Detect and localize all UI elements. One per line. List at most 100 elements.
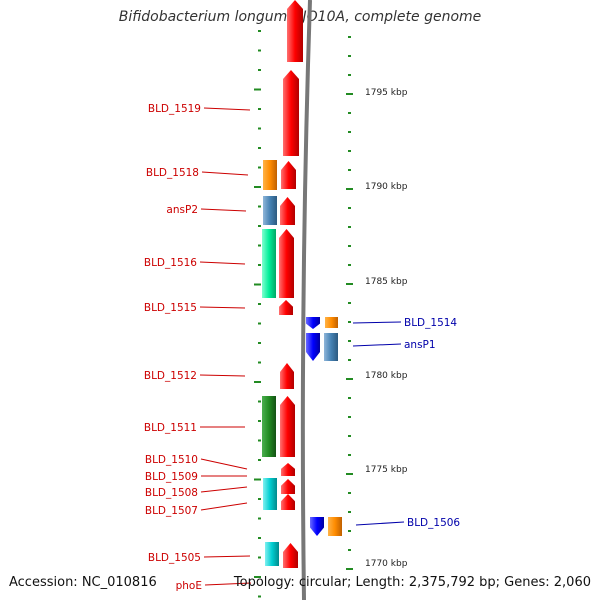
left-tick <box>258 459 261 461</box>
right-tick <box>348 397 351 399</box>
left-tick <box>254 576 261 578</box>
left-tick <box>258 166 261 169</box>
left-tick <box>258 322 261 325</box>
gene-arrow-red <box>280 197 295 225</box>
gene-arrow-blue <box>310 517 324 536</box>
left-tick <box>258 303 261 305</box>
left-tick <box>258 49 261 52</box>
left-tick <box>258 400 261 403</box>
leader-line <box>355 521 405 526</box>
leader-line <box>201 171 249 176</box>
leader-line <box>200 458 248 470</box>
right-tick <box>346 378 353 380</box>
gene-label-left: BLD_1518 <box>146 167 199 179</box>
leader-line <box>199 306 246 309</box>
right-tick <box>348 359 351 361</box>
kbp-scale: 1795 kbp 1790 kbp 1785 kbp 1780 kbp 1775 kbp… <box>365 88 408 569</box>
left-tick <box>258 537 261 539</box>
leader-line <box>352 343 402 347</box>
gene-arrow-springgreen <box>262 229 276 298</box>
right-tick <box>348 530 351 532</box>
gene-arrow-red <box>281 463 295 476</box>
left-tick <box>254 381 261 383</box>
left-tick <box>258 420 261 422</box>
right-tick <box>348 549 351 551</box>
gene-arrow-orange <box>325 317 338 328</box>
gene-label-left: BLD_1512 <box>144 370 197 382</box>
right-tick <box>346 283 353 285</box>
gene-arrow-steelblue <box>324 333 338 361</box>
gene-arrow-red <box>281 161 296 189</box>
right-tick <box>346 473 353 475</box>
left-tick <box>258 498 261 500</box>
scale-label: 1780 kbp <box>365 371 408 381</box>
genome-backbone <box>300 0 312 600</box>
left-tick <box>258 127 261 130</box>
left-tick <box>258 556 261 559</box>
gene-arrow-orange <box>263 160 277 190</box>
leader-line <box>203 107 251 111</box>
gene-arrow-cyan <box>265 542 279 566</box>
gene-label-left: BLD_1510 <box>145 454 198 466</box>
left-tick <box>258 147 261 149</box>
right-tick <box>348 131 351 133</box>
gene-label-left: BLD_1508 <box>145 487 198 499</box>
gene-label-right: ansP1 <box>404 339 436 351</box>
gene-arrow-steelblue <box>263 196 277 225</box>
gene-arrow-blue <box>306 317 320 329</box>
gene-arrow-orange <box>328 517 342 536</box>
gene-label-right: BLD_1514 <box>404 317 457 329</box>
right-tick <box>348 302 351 304</box>
right-tick <box>348 435 351 437</box>
gene-arrow-red <box>280 396 295 457</box>
right-tick <box>346 568 353 570</box>
gene-label-left: BLD_1515 <box>144 302 197 314</box>
left-tick <box>258 108 261 110</box>
right-tick <box>348 416 351 418</box>
right-tick <box>348 454 351 456</box>
right-tick <box>348 245 351 247</box>
left-tick-track <box>254 30 261 598</box>
right-tick <box>348 492 351 494</box>
right-tick <box>348 264 351 266</box>
left-tick <box>254 478 261 481</box>
gene-arrow-blue <box>306 333 320 361</box>
scale-label: 1790 kbp <box>365 182 408 192</box>
gene-label-left: ansP2 <box>166 204 198 216</box>
accession-text: Accession: NC_010816 <box>9 575 157 590</box>
right-tick <box>346 93 353 95</box>
scale-label: 1770 kbp <box>365 559 408 569</box>
left-tick <box>254 88 261 91</box>
right-tick <box>348 150 351 152</box>
scale-label: 1785 kbp <box>365 277 408 287</box>
gene-arrow-red <box>279 300 293 315</box>
gene-label-left: BLD_1516 <box>144 257 197 269</box>
topology-text: Topology: circular; Length: 2,375,792 bp… <box>233 575 591 590</box>
left-tick <box>258 225 261 227</box>
gene-labels: BLD_1519 BLD_1518 ansP2 BLD_1516 BLD_1515 BLD… <box>144 103 461 592</box>
leader-line <box>204 582 252 586</box>
right-tick <box>348 340 351 342</box>
right-tick <box>348 321 351 323</box>
gene-label-left: phoE <box>176 580 202 592</box>
right-tick <box>348 226 351 228</box>
gene-label-left: BLD_1519 <box>148 103 201 115</box>
gene-arrow-cyan <box>263 478 277 510</box>
gene-arrow-red <box>279 229 294 298</box>
left-tick <box>254 186 261 188</box>
gene-arrow-darkgreen <box>262 396 276 457</box>
gene-label-left: BLD_1509 <box>145 471 198 483</box>
leader-line <box>200 208 247 212</box>
leader-line <box>352 321 402 324</box>
left-tick <box>258 439 261 442</box>
leader-line <box>203 555 251 558</box>
leader-line <box>200 486 248 493</box>
gene-track <box>262 0 342 568</box>
gene-arrow-red <box>281 494 295 510</box>
left-tick <box>258 361 261 364</box>
right-tick <box>346 188 353 190</box>
gene-label-left: BLD_1505 <box>148 552 201 564</box>
label-leader-lines <box>199 107 405 586</box>
gene-arrow-red <box>287 0 303 62</box>
